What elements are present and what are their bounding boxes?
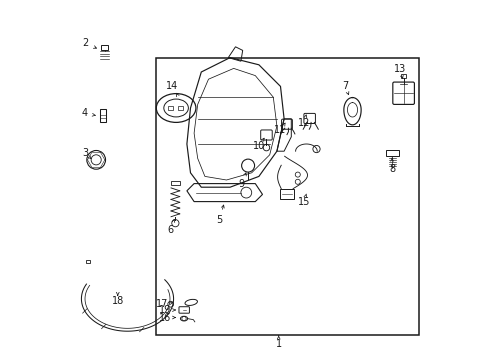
Bar — [86, 260, 89, 263]
Text: 19: 19 — [158, 305, 170, 315]
Text: 1: 1 — [275, 339, 281, 349]
Text: 7: 7 — [342, 81, 348, 91]
Bar — [168, 106, 173, 110]
Text: 10: 10 — [252, 141, 264, 151]
Text: 2: 2 — [82, 38, 88, 48]
Text: 3: 3 — [82, 148, 88, 158]
Text: 17: 17 — [155, 299, 167, 309]
Text: 12: 12 — [297, 118, 309, 128]
Bar — [100, 109, 106, 122]
Bar — [177, 106, 182, 110]
Text: 6: 6 — [167, 225, 173, 235]
Text: 9: 9 — [238, 179, 244, 189]
Text: 13: 13 — [393, 64, 406, 74]
Text: 11: 11 — [274, 125, 286, 135]
Bar — [400, 74, 406, 78]
Text: 15: 15 — [297, 197, 309, 207]
Text: 4: 4 — [81, 108, 87, 118]
Text: 18: 18 — [111, 296, 123, 306]
Text: 16: 16 — [158, 312, 170, 323]
Bar — [101, 45, 108, 50]
Text: 14: 14 — [166, 81, 178, 91]
Text: 8: 8 — [388, 164, 394, 174]
Bar — [279, 189, 294, 199]
Bar — [385, 150, 398, 156]
Bar — [171, 181, 179, 185]
Bar — [156, 58, 418, 335]
Text: 5: 5 — [216, 215, 222, 225]
